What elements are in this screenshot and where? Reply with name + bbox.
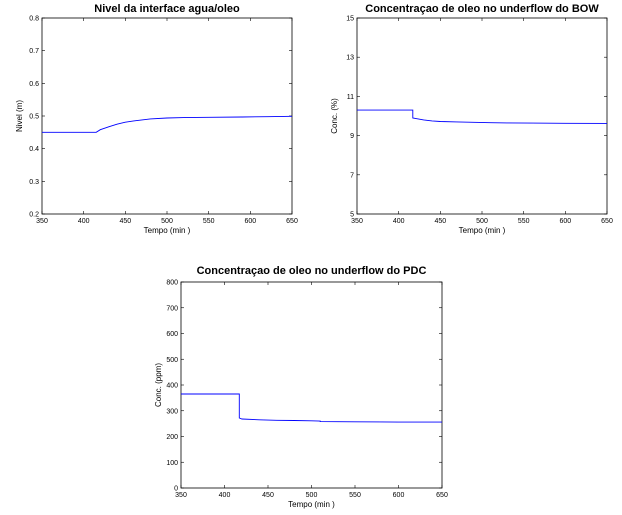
x-tick-label: 400 (393, 218, 405, 225)
y-tick-label: 13 (346, 55, 354, 62)
x-tick-label: 350 (351, 218, 363, 225)
x-tick-label: 350 (36, 218, 48, 225)
y-tick-label: 9 (350, 133, 354, 140)
y-tick-label: 0.4 (29, 146, 39, 153)
x-axis-label: Tempo (min ) (459, 226, 506, 235)
y-axis-label: Nivel (m) (15, 100, 24, 132)
x-tick-label: 350 (175, 492, 187, 499)
x-axis-label: Tempo (min ) (288, 500, 335, 509)
y-tick-label: 600 (166, 331, 178, 338)
y-tick-label: 0.3 (29, 179, 39, 186)
plot-area (41, 17, 293, 215)
x-tick-label: 600 (559, 218, 571, 225)
x-tick-label: 450 (262, 492, 274, 499)
y-tick-label: 800 (166, 280, 178, 287)
x-tick-label: 450 (119, 218, 131, 225)
y-tick-label: 11 (347, 94, 354, 101)
x-tick-label: 550 (203, 218, 215, 225)
x-tick-label: 400 (219, 492, 231, 499)
x-tick-label: 400 (78, 218, 90, 225)
chart-title: Nivel da interface agua/oleo (94, 3, 240, 15)
y-axis-label: Conc. (%) (330, 98, 339, 134)
chart-conc-pdc: Concentraçao de oleo no underflow do PDC… (154, 265, 448, 509)
y-axis-label: Conc. (ppm) (154, 363, 163, 407)
x-axis-label: Tempo (min ) (144, 226, 191, 235)
y-tick-label: 100 (166, 460, 178, 467)
x-tick-label: 600 (244, 218, 256, 225)
y-tick-label: 200 (166, 434, 178, 441)
y-tick-label: 5 (350, 212, 354, 219)
series-line (42, 115, 293, 133)
x-tick-label: 650 (286, 218, 298, 225)
y-tick-label: 0.8 (29, 16, 39, 23)
y-tick-label: 0 (174, 486, 178, 493)
y-tick-label: 0.2 (29, 212, 39, 219)
plot-area (356, 17, 608, 215)
x-tick-label: 650 (436, 492, 448, 499)
series-line (181, 393, 442, 423)
y-tick-label: 700 (166, 305, 178, 312)
chart-nivel-interface: Nivel da interface agua/oleo 350 400 450 500… (15, 3, 298, 235)
y-tick-label: 15 (346, 16, 354, 23)
y-tick-label: 0.6 (29, 81, 39, 88)
y-tick-label: 400 (166, 383, 178, 390)
y-tick-label: 0.7 (29, 48, 39, 55)
chart-conc-bow: Concentraçao de oleo no underflow do BOW… (330, 3, 613, 235)
x-tick-label: 500 (306, 492, 318, 499)
x-tick-label: 550 (349, 492, 361, 499)
y-tick-label: 0.5 (29, 114, 39, 121)
series-line (357, 109, 608, 124)
x-tick-label: 500 (161, 218, 173, 225)
x-tick-label: 500 (476, 218, 488, 225)
x-tick-label: 450 (434, 218, 446, 225)
chart-title: Concentraçao de oleo no underflow do BOW (365, 3, 599, 15)
y-tick-label: 7 (350, 172, 354, 179)
y-tick-label: 500 (166, 357, 178, 364)
y-tick-label: 300 (166, 408, 178, 415)
x-tick-label: 600 (393, 492, 405, 499)
x-tick-label: 650 (601, 218, 613, 225)
plot-area (180, 281, 443, 489)
chart-title: Concentraçao de oleo no underflow do PDC (197, 265, 427, 277)
x-tick-label: 550 (518, 218, 530, 225)
